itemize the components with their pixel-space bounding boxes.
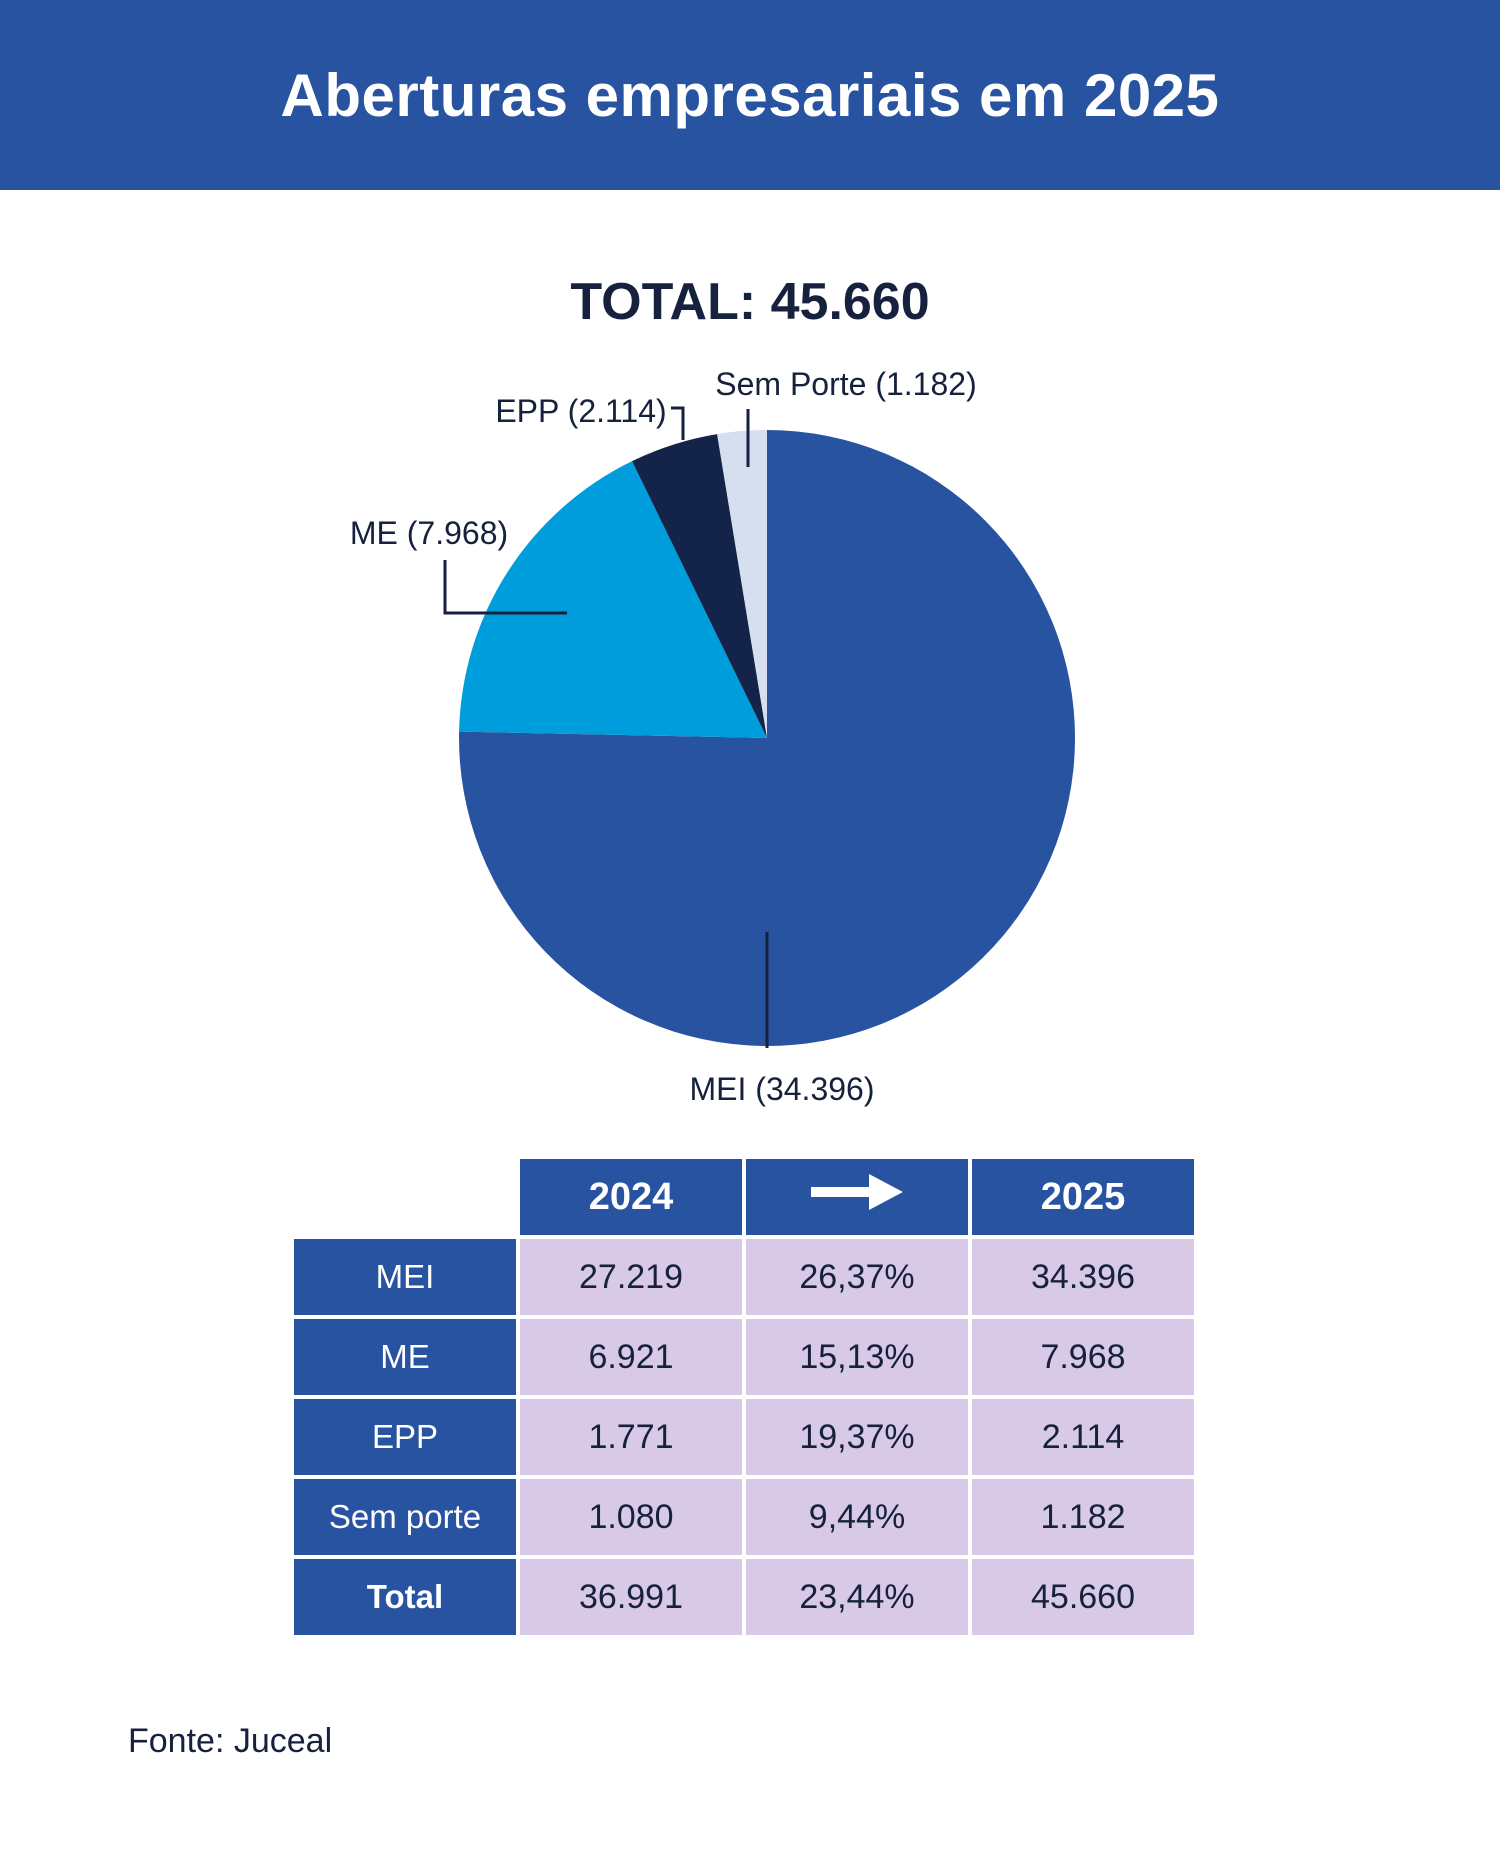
pie-slice-mei bbox=[459, 429, 1076, 1046]
column-header-2025: 2025 bbox=[972, 1159, 1194, 1235]
chart-title: TOTAL: 45.660 bbox=[570, 273, 930, 331]
value-2025: 1.182 bbox=[972, 1479, 1194, 1555]
slice-label-sem-porte: Sem Porte (1.182) bbox=[715, 366, 976, 402]
table-row: EPP 1.771 19,37% 2.114 bbox=[294, 1399, 1194, 1475]
value-2025: 7.968 bbox=[972, 1319, 1194, 1395]
row-label: ME bbox=[294, 1319, 516, 1395]
value-change: 26,37% bbox=[746, 1239, 968, 1315]
table-row: MEI 27.219 26,37% 34.396 bbox=[294, 1239, 1194, 1315]
value-2024: 6.921 bbox=[520, 1319, 742, 1395]
source-note: Fonte: Juceal bbox=[128, 1722, 333, 1760]
slice-label-epp: EPP (2.114) bbox=[495, 393, 666, 429]
pie-slice-epp bbox=[632, 434, 767, 738]
value-2024: 36.991 bbox=[520, 1559, 742, 1635]
value-2024: 1.080 bbox=[520, 1479, 742, 1555]
table-corner bbox=[294, 1159, 516, 1235]
row-label: Sem porte bbox=[294, 1479, 516, 1555]
slice-label-me: ME (7.968) bbox=[350, 515, 508, 551]
slice-label-mei: MEI (34.396) bbox=[690, 1071, 875, 1107]
value-2025: 2.114 bbox=[972, 1399, 1194, 1475]
header-banner: Aberturas empresariais em 2025 bbox=[0, 0, 1500, 190]
table-total-row: Total 36.991 23,44% 45.660 bbox=[294, 1559, 1194, 1635]
value-change: 15,13% bbox=[746, 1319, 968, 1395]
value-change: 23,44% bbox=[746, 1559, 968, 1635]
column-header-change bbox=[746, 1159, 968, 1235]
table-row: Sem porte 1.080 9,44% 1.182 bbox=[294, 1479, 1194, 1555]
row-label-total: Total bbox=[294, 1559, 516, 1635]
leader-line-epp bbox=[671, 406, 685, 440]
row-label: EPP bbox=[294, 1399, 516, 1475]
table-header-row: 2024 2025 bbox=[294, 1159, 1194, 1235]
page-title: Aberturas empresariais em 2025 bbox=[280, 61, 1220, 129]
value-2025: 45.660 bbox=[972, 1559, 1194, 1635]
value-change: 9,44% bbox=[746, 1479, 968, 1555]
pie-chart: MEI (34.396) ME (7.968) EPP (2.114) Sem … bbox=[350, 366, 1076, 1107]
right-arrow-icon bbox=[811, 1174, 903, 1210]
leader-line-me bbox=[443, 560, 567, 615]
column-header-2024: 2024 bbox=[520, 1159, 742, 1235]
pie-slice-me bbox=[459, 461, 767, 738]
value-2025: 34.396 bbox=[972, 1239, 1194, 1315]
value-2024: 1.771 bbox=[520, 1399, 742, 1475]
value-2024: 27.219 bbox=[520, 1239, 742, 1315]
row-label: MEI bbox=[294, 1239, 516, 1315]
table-row: ME 6.921 15,13% 7.968 bbox=[294, 1319, 1194, 1395]
value-change: 19,37% bbox=[746, 1399, 968, 1475]
pie-slice-sem-porte bbox=[717, 430, 767, 738]
comparison-table: 2024 2025 MEI 27.219 26,37% 34.396 ME 6.… bbox=[290, 1155, 1198, 1639]
